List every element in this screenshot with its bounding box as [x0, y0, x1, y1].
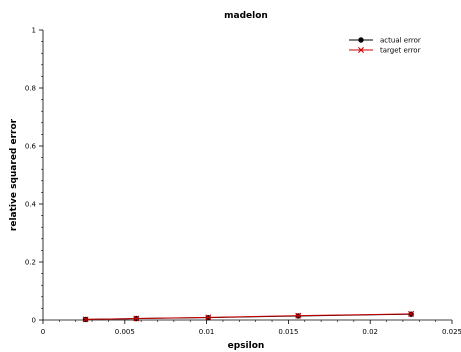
y-tick-label: 0.2 [25, 259, 36, 267]
series-layer [82, 310, 415, 323]
y-tick-label: 0 [32, 317, 36, 325]
marker-stroke [205, 314, 212, 321]
legend-entry: target error [349, 47, 421, 55]
axes [42, 30, 452, 321]
legend-label: actual error [380, 37, 421, 45]
data-point [295, 312, 302, 319]
data-point [408, 310, 415, 317]
legend-marker [358, 47, 364, 53]
x-tick-label: 0.005 [115, 328, 135, 336]
y-tick-label: 0.4 [25, 201, 37, 209]
legend-entry: actual error [349, 37, 421, 45]
y-tick-label: 1 [32, 27, 36, 35]
chart-title: madelon [224, 11, 268, 21]
x-tick-label: 0 [41, 328, 45, 336]
x-tick-label: 0.02 [362, 328, 378, 336]
x-ticks: 0 0.005 0.01 0.015 0.02 0.025 [41, 320, 461, 336]
x-tick-label: 0.01 [199, 328, 215, 336]
x-tick-label: 0.025 [442, 328, 461, 336]
x-axis-title: epsilon [228, 341, 265, 351]
legend-label: target error [380, 47, 421, 55]
marker-stroke [133, 315, 140, 322]
y-tick-label: 0.6 [25, 143, 37, 151]
marker-stroke [408, 310, 415, 317]
legend-marker [358, 37, 364, 43]
data-point [205, 314, 212, 321]
y-ticks: 0 0.2 0.4 0.6 0.8 1 [25, 27, 43, 325]
y-axis-title: relative squared error [9, 118, 19, 231]
marker-stroke [358, 47, 364, 53]
y-tick-label: 0.8 [25, 85, 36, 93]
marker-stroke [295, 312, 302, 319]
legend: actual error target error [349, 37, 421, 55]
x-tick-label: 0.015 [278, 328, 298, 336]
data-point [133, 315, 140, 322]
data-point [82, 316, 89, 323]
marker-stroke [82, 316, 89, 323]
series-1 [82, 310, 415, 323]
